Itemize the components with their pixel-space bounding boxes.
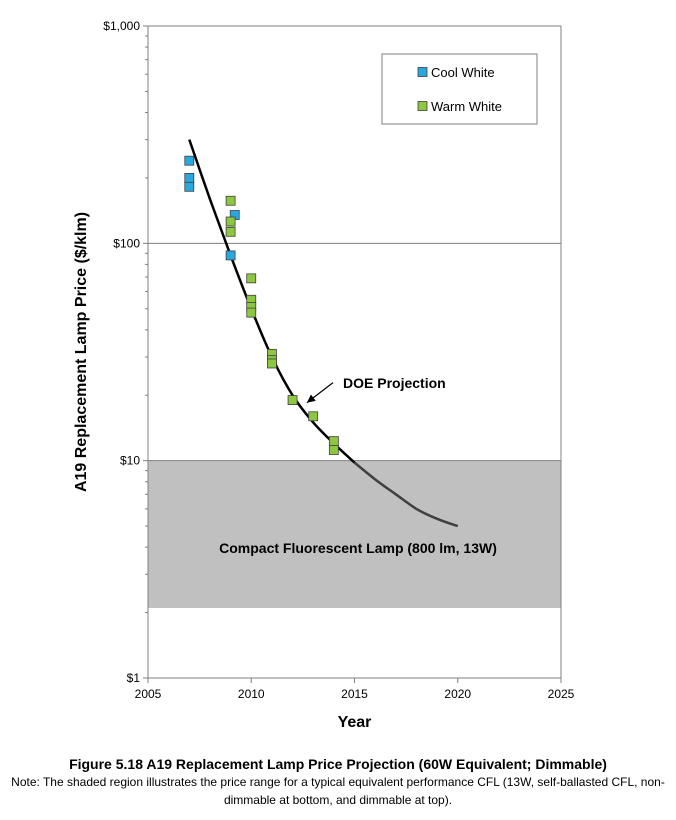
- legend: Cool White Warm White: [381, 53, 538, 125]
- y-tick-label: $1,000: [103, 19, 140, 33]
- cfl-price-band: [148, 460, 561, 608]
- x-tick-label: 2020: [444, 687, 471, 701]
- warm-white-point: [225, 195, 236, 206]
- x-tick-label: 2025: [548, 687, 575, 701]
- warm-white-point: [266, 358, 277, 369]
- legend-box: [381, 53, 538, 125]
- warm-white-point: [287, 395, 298, 405]
- legend-marker-cool-white: [417, 67, 428, 77]
- cfl-band-label: Compact Fluorescent Lamp (800 lm, 13W): [219, 540, 497, 556]
- warm-white-point: [246, 273, 257, 284]
- chart: $1 $10 $100 $1,000 2005 2010 2015 2020 2025 Year A…: [73, 19, 575, 731]
- caption-note: Note: The shaded region illustrates the …: [11, 775, 665, 807]
- warm-white-point: [225, 216, 236, 227]
- warm-white-point: [328, 436, 339, 447]
- y-tick-label: $1: [127, 671, 141, 685]
- warm-white-point: [225, 226, 236, 237]
- projection-line-extended: [353, 461, 459, 528]
- warm-white-point: [328, 445, 339, 455]
- x-axis-title: Year: [338, 714, 372, 731]
- figure-caption: Figure 5.18 A19 Replacement Lamp Price P…: [0, 755, 676, 809]
- warm-white-point: [246, 307, 257, 318]
- cool-white-point: [184, 173, 195, 183]
- y-tick-label: $10: [120, 454, 140, 468]
- projection-label: DOE Projection: [343, 375, 446, 391]
- warm-white-point: [308, 411, 319, 422]
- annotation-arrowhead: [307, 394, 316, 403]
- projection-line: [188, 139, 356, 464]
- y-tick-label: $100: [113, 236, 140, 250]
- legend-marker-warm-white: [417, 101, 428, 111]
- x-tick-label: 2015: [341, 687, 368, 701]
- legend-label-cool-white: Cool White: [431, 65, 495, 80]
- y-axis-title: A19 Replacement Lamp Price ($/klm): [73, 212, 90, 492]
- cool-white-point: [225, 250, 236, 261]
- caption-title: Figure 5.18 A19 Replacement Lamp Price P…: [69, 756, 607, 772]
- cool-white-point: [184, 181, 195, 192]
- x-tick-label: 2005: [135, 687, 162, 701]
- x-tick-label: 2010: [238, 687, 265, 701]
- legend-label-warm-white: Warm White: [431, 99, 502, 114]
- cool-white-point: [184, 155, 195, 166]
